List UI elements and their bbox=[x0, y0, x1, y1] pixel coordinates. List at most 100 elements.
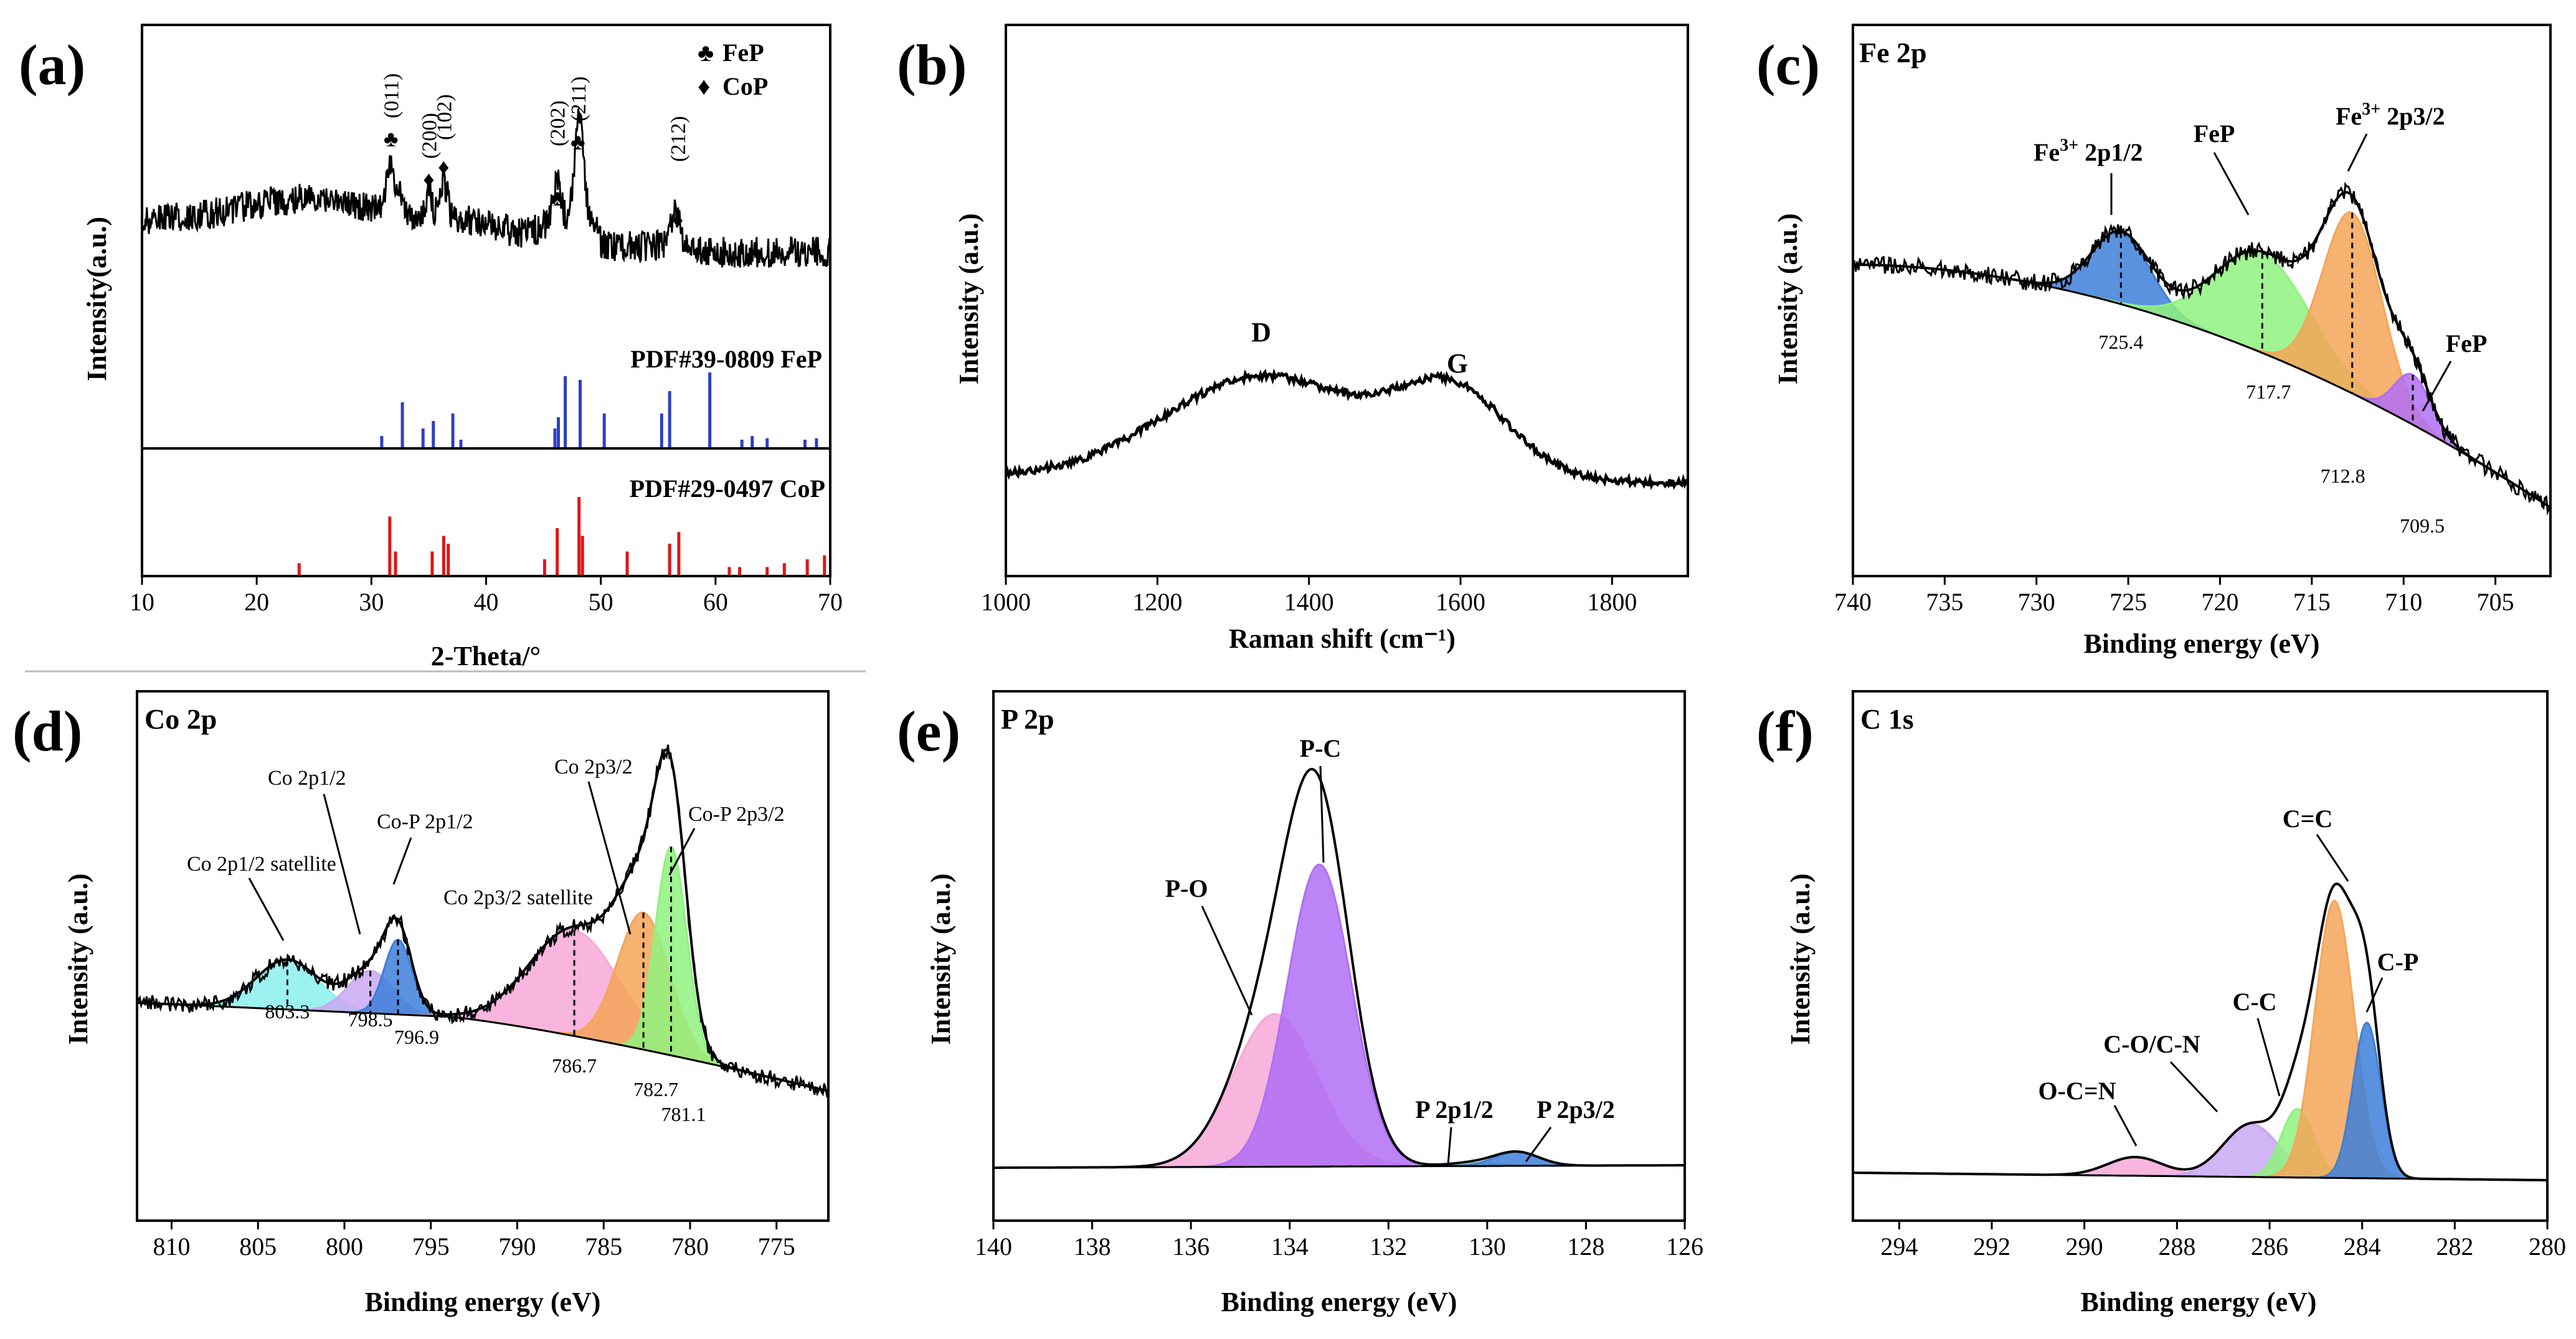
panel-a-peak-labels: (011)♣ (200)♦(102)♦(202)♣(211)♣ (212)♦ bbox=[381, 73, 690, 232]
panel-e-xticks: 140 138 136 134 132 130 128 126 bbox=[975, 1221, 1703, 1261]
peak-value-label: 781.1 bbox=[661, 1103, 706, 1125]
panel-a-ylabel: Intensity(a.u.) bbox=[82, 217, 112, 381]
arrow-d1 bbox=[248, 878, 285, 941]
xtick-label: 136 bbox=[1172, 1233, 1210, 1261]
panel-c-frame bbox=[1852, 24, 2552, 577]
peak-symbol: ♣ bbox=[550, 186, 565, 211]
xtick-label: 1200 bbox=[1132, 588, 1182, 616]
panel-f-frame bbox=[1852, 690, 2549, 1222]
co-2p12-satellite-label: Co 2p1/2 satellite bbox=[187, 853, 336, 876]
peak-hkl-label: (211) bbox=[567, 77, 590, 121]
fep-label-a: FeP bbox=[2194, 120, 2235, 148]
panel-f-letter: (f) bbox=[1756, 699, 1814, 763]
panel-a-ref-fep: PDF#39-0809 FeP bbox=[630, 345, 822, 373]
xtick-label: 715 bbox=[2293, 588, 2331, 616]
arrow-d3 bbox=[392, 837, 412, 885]
fe3-2p12-label: Fe3+ 2p1/2 bbox=[2034, 136, 2143, 166]
xtick-label: 292 bbox=[1973, 1233, 2010, 1261]
panel-c: (c) Fe 2p 725.4 717.7 712.8 709.5 Fe3+ 2p1/… bbox=[1756, 24, 2552, 659]
peak-hkl-label: (102) bbox=[433, 94, 456, 140]
xtick-label: 1600 bbox=[1436, 588, 1485, 616]
co-2p32-label: Co 2p3/2 bbox=[554, 755, 633, 778]
panel-f-annotations: O-C=N C-O/C-N C-C C=C C-P bbox=[2039, 805, 2419, 1147]
peak-symbol: ♦ bbox=[438, 154, 449, 179]
panel-a-xlabel: 2-Theta/° bbox=[431, 641, 541, 671]
arrow-d5 bbox=[668, 828, 696, 876]
xtick-label: 290 bbox=[2066, 1233, 2103, 1261]
panel-d-title: Co 2p bbox=[144, 703, 217, 735]
arrow-con bbox=[2169, 1061, 2218, 1113]
arrow-po bbox=[1201, 906, 1253, 1016]
panel-b-frame bbox=[1005, 24, 1689, 577]
cop-2p32-label: Co-P 2p3/2 bbox=[688, 803, 785, 826]
panel-b: (b) D G 1000 1200 1400 1600 1800 Raman shift… bbox=[897, 24, 1689, 654]
panel-b-ylabel: Intensity (a.u.) bbox=[954, 213, 984, 384]
panel-e-title: P 2p bbox=[1001, 703, 1054, 735]
peak-value-label: 712.8 bbox=[2321, 465, 2365, 487]
p-c-label: P-C bbox=[1300, 734, 1342, 762]
arrow-cp bbox=[2365, 977, 2384, 1013]
xtick-label: 795 bbox=[412, 1233, 450, 1261]
panel-d-background bbox=[136, 1001, 829, 1092]
panel-d-components bbox=[136, 845, 829, 1092]
xtick-label: 1800 bbox=[1587, 588, 1637, 616]
c-o-c-n-label: C-O/C-N bbox=[2103, 1030, 2200, 1058]
xtick-label: 740 bbox=[1834, 588, 1872, 616]
p-2p32-label: P 2p3/2 bbox=[1537, 1095, 1615, 1124]
peak-hkl-label: (011) bbox=[381, 73, 404, 118]
panel-d-envelope bbox=[136, 748, 829, 1092]
panel-d-ylabel: Intensity (a.u.) bbox=[63, 873, 93, 1044]
panel-e-frame bbox=[992, 690, 1686, 1222]
fe3-2p32-label: Fe3+ 2p3/2 bbox=[2336, 100, 2445, 130]
co-2p32-satellite-label: Co 2p3/2 satellite bbox=[443, 886, 593, 909]
c-c-label: C-C bbox=[2232, 988, 2276, 1016]
xtick-label: 810 bbox=[153, 1233, 191, 1261]
panel-f-ylabel: Intensity (a.u.) bbox=[1785, 873, 1816, 1044]
panel-f-xlabel: Binding energy (eV) bbox=[2081, 1287, 2317, 1317]
xtick-label: 735 bbox=[1926, 588, 1963, 616]
component-peak bbox=[136, 958, 829, 1092]
xtick-label: 20 bbox=[244, 588, 269, 616]
peak-value-label: 796.9 bbox=[394, 1026, 439, 1048]
xtick-label: 720 bbox=[2201, 588, 2238, 616]
xtick-label: 50 bbox=[589, 588, 613, 616]
xtick-label: 40 bbox=[474, 588, 499, 616]
peak-symbol: ♦ bbox=[672, 207, 683, 232]
arrow-d4 bbox=[587, 781, 632, 935]
c-p-label: C-P bbox=[2377, 948, 2419, 976]
arrow-p32 bbox=[1525, 1127, 1552, 1162]
arrow-fep-b bbox=[2422, 361, 2452, 412]
panel-a-legend: ♣ FeP ♦ CoP bbox=[698, 39, 768, 100]
xtick-label: 132 bbox=[1370, 1233, 1407, 1261]
panel-a-ref-cop: PDF#29-0497 CoP bbox=[630, 475, 825, 503]
xtick-label: 800 bbox=[326, 1233, 363, 1261]
panel-e-xlabel: Binding energy (eV) bbox=[1221, 1287, 1457, 1317]
panel-c-ylabel: Intensity (a.u.) bbox=[1773, 213, 1803, 384]
xtick-label: 1400 bbox=[1284, 588, 1334, 616]
xtick-label: 10 bbox=[130, 588, 154, 616]
arrow-fe-b bbox=[2347, 133, 2368, 172]
xtick-label: 705 bbox=[2477, 588, 2514, 616]
panel-f-title: C 1s bbox=[1860, 703, 1914, 735]
panel-c-xlabel: Binding energy (eV) bbox=[2084, 628, 2320, 659]
arrow-ocn bbox=[2113, 1105, 2138, 1147]
panel-d-letter: (d) bbox=[12, 699, 82, 763]
xtick-label: 134 bbox=[1271, 1233, 1309, 1261]
panel-b-band-g: G bbox=[1447, 348, 1468, 379]
component-peak bbox=[136, 970, 829, 1092]
arrow-p12 bbox=[1447, 1127, 1452, 1165]
xtick-label: 288 bbox=[2158, 1233, 2195, 1261]
peak-value-label: 803.3 bbox=[265, 1000, 310, 1023]
panel-c-components bbox=[1853, 211, 2551, 509]
panel-a-cop-reference-lines bbox=[297, 497, 826, 575]
panel-e-annotations: P-O P-C P 2p1/2 P 2p3/2 bbox=[1165, 734, 1615, 1165]
panel-a-xrd-curve bbox=[141, 108, 831, 268]
arrow-cc bbox=[2256, 1018, 2281, 1097]
arrow-ceqc bbox=[2316, 834, 2349, 882]
panel-e-letter: (e) bbox=[897, 699, 960, 763]
panel-d-xlabel: Binding energy (eV) bbox=[365, 1287, 601, 1317]
c-eq-c-label: C=C bbox=[2283, 805, 2333, 833]
co-2p12-label: Co 2p1/2 bbox=[268, 767, 346, 790]
